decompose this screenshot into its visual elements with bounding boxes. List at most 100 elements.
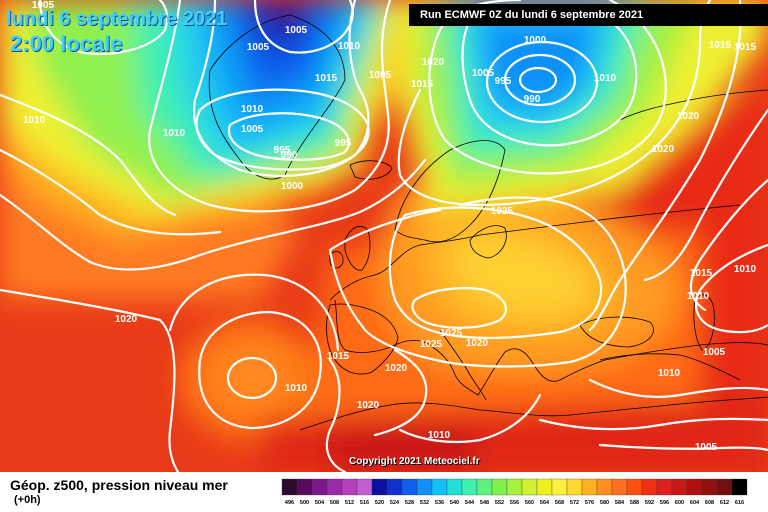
pressure-label: 1020 [115,314,138,325]
scale-swatch [461,478,478,496]
scale-swatch [611,478,628,496]
pressure-label: 1025 [440,328,463,339]
scale-swatch [386,478,403,496]
scale-label: 600 [675,500,684,506]
pressure-label: 1010 [241,104,264,115]
scale-label: 504 [315,500,325,506]
scale-label: 580 [600,500,609,506]
pressure-label: 995 [495,76,512,87]
color-scale: 496 500 504 508 512 516 520 524 528 532 536 540 544 5… [281,478,748,506]
pressure-label: 1010 [338,41,361,52]
pressure-label: 1005 [247,42,270,53]
scale-label: 604 [690,500,700,506]
pressure-label: 1010 [163,128,186,139]
scale-label: 576 [585,500,594,506]
pressure-label: 1015 [315,73,338,84]
scale-label: 544 [465,500,475,506]
scale-swatch [551,478,568,496]
pressure-label: 1010 [594,73,617,84]
pressure-label: 1005 [472,68,495,79]
scale-swatch [581,478,598,496]
scale-swatch [371,478,388,496]
scale-label: 556 [510,500,519,506]
scale-swatch [491,478,508,496]
pressure-label: 1015 [411,79,434,90]
scale-swatch [656,478,673,496]
isobars [0,0,768,472]
copyright: Copyright 2021 Meteociel.fr [349,456,480,467]
forecast-date: lundi 6 septembre 2021 [6,8,228,30]
scale-swatch [296,478,313,496]
pressure-labels: 1005 1005 1010 1005 1015 1010 1005 1020 … [23,0,757,453]
pressure-label: 1020 [677,111,700,122]
scale-label: 596 [660,500,669,506]
scale-label: 500 [300,500,309,506]
scale-label: 584 [615,500,625,506]
pressure-label: 1005 [32,0,55,11]
run-info: Run ECMWF 0Z du lundi 6 septembre 2021 [420,9,644,21]
scale-swatch [431,478,448,496]
scale-swatch [716,478,733,496]
scale-label: 616 [735,500,744,506]
scale-swatch [596,478,613,496]
parameter-title: Géop. z500, pression niveau mer [10,477,228,493]
scale-label: 568 [555,500,564,506]
pressure-label: 990 [524,94,541,105]
pressure-label: 1015 [690,268,713,279]
scale-label: 512 [345,500,354,506]
coastlines [208,14,768,431]
forecast-local-time: 2:00 locale [10,31,123,56]
scale-swatch [686,478,703,496]
pressure-label: 1010 [658,368,681,379]
scale-label: 516 [360,500,369,506]
scale-label: 536 [435,500,444,506]
scale-label: 508 [330,500,339,506]
pressure-label: 1020 [652,144,675,155]
scale-swatch [701,478,718,496]
pressure-label: 1010 [734,264,757,275]
scale-label: 524 [390,500,400,506]
scale-swatch [641,478,658,496]
pressure-label: 1010 [23,115,46,126]
pressure-label: 1025 [420,339,443,350]
scale-swatch [476,478,493,496]
run-info-banner [409,4,768,26]
scale-label: 612 [720,500,729,506]
pressure-label: 1020 [422,57,445,68]
weather-map: 1005 1005 1010 1005 1015 1010 1005 1020 … [0,0,768,472]
scale-label: 572 [570,500,579,506]
pressure-label: 995 [335,138,352,149]
scale-label: 588 [630,500,639,506]
scale-swatch [281,478,298,496]
pressure-label: 1005 [285,25,308,36]
pressure-label: 1005 [369,70,392,81]
scale-swatch [731,478,748,496]
pressure-label: 1020 [357,400,380,411]
scale-swatch [566,478,583,496]
scale-label: 560 [525,500,534,506]
pressure-label: 1005 [695,442,718,453]
scale-label: 552 [495,500,504,506]
scale-swatch [326,478,343,496]
scale-swatch [356,478,373,496]
scale-swatch [671,478,688,496]
pressure-label: 1015 [709,40,732,51]
pressure-label: 1020 [466,338,489,349]
pressure-label: 1005 [703,347,726,358]
scale-swatch [341,478,358,496]
scale-label: 528 [405,500,414,506]
scale-swatch [416,478,433,496]
scale-swatch [521,478,538,496]
pressure-label: 1020 [385,363,408,374]
scale-swatch [446,478,463,496]
pressure-label: 1005 [241,124,264,135]
scale-label: 496 [285,500,294,506]
pressure-label: 990 [281,150,298,161]
pressure-label: 1010 [428,430,451,441]
pressure-label: 1000 [281,181,304,192]
scale-swatch [536,478,553,496]
scale-swatch [506,478,523,496]
scale-swatch [626,478,643,496]
scale-label: 520 [375,500,384,506]
